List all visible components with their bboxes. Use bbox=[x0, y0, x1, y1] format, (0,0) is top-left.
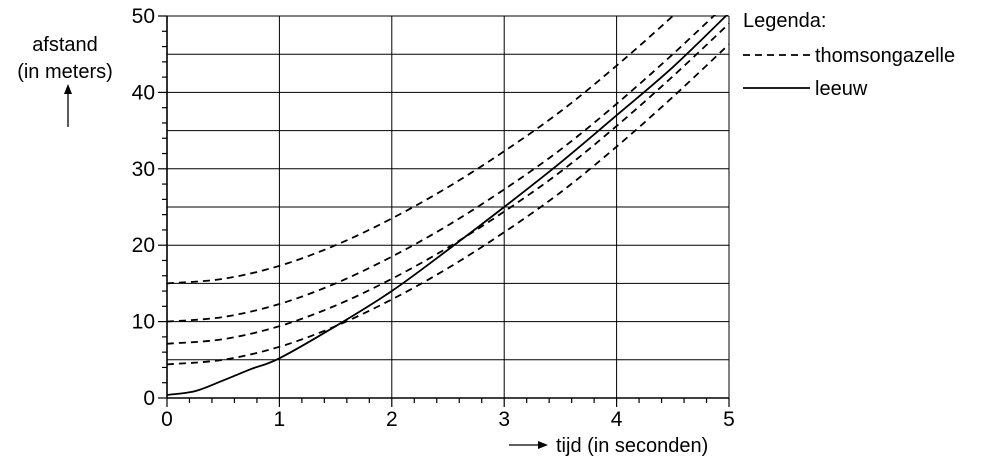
y-tick-label: 0 bbox=[143, 387, 155, 410]
x-tick-label: 0 bbox=[161, 408, 173, 431]
x-axis-label-text: tijd (in seconden) bbox=[556, 435, 708, 457]
up-arrow-icon bbox=[64, 84, 72, 127]
y-tick-label: 40 bbox=[132, 81, 155, 104]
y-axis-label: afstand (in meters) bbox=[17, 34, 113, 127]
thomsongazelle-line-0 bbox=[167, 15, 676, 285]
axes bbox=[158, 15, 730, 407]
right-arrow-icon bbox=[509, 441, 548, 449]
series-group bbox=[167, 15, 730, 396]
x-tick-label: 1 bbox=[274, 408, 286, 431]
x-tick-label: 5 bbox=[723, 408, 735, 431]
y-axis-label-line2: (in meters) bbox=[17, 61, 113, 83]
x-tick-label: 4 bbox=[611, 408, 623, 431]
thomsongazelle-line-2 bbox=[167, 22, 730, 345]
y-tick-label: 20 bbox=[132, 234, 155, 257]
x-tick-label: 3 bbox=[498, 408, 510, 431]
legend-title: Legenda: bbox=[743, 10, 826, 32]
y-tick-label: 50 bbox=[132, 5, 155, 28]
y-tick-label: 30 bbox=[132, 158, 155, 181]
y-axis-label-line1: afstand bbox=[32, 34, 98, 56]
grid bbox=[167, 15, 730, 398]
y-tick-label: 10 bbox=[132, 311, 155, 334]
x-tick-label: 2 bbox=[386, 408, 398, 431]
legend: Legenda: thomsongazelle leeuw bbox=[743, 10, 955, 100]
legend-item-leeuw: leeuw bbox=[815, 78, 868, 100]
leeuw-line-4 bbox=[167, 15, 729, 396]
x-axis-label: tijd (in seconden) bbox=[509, 435, 708, 457]
legend-item-thomsongazelle: thomsongazelle bbox=[815, 45, 955, 67]
